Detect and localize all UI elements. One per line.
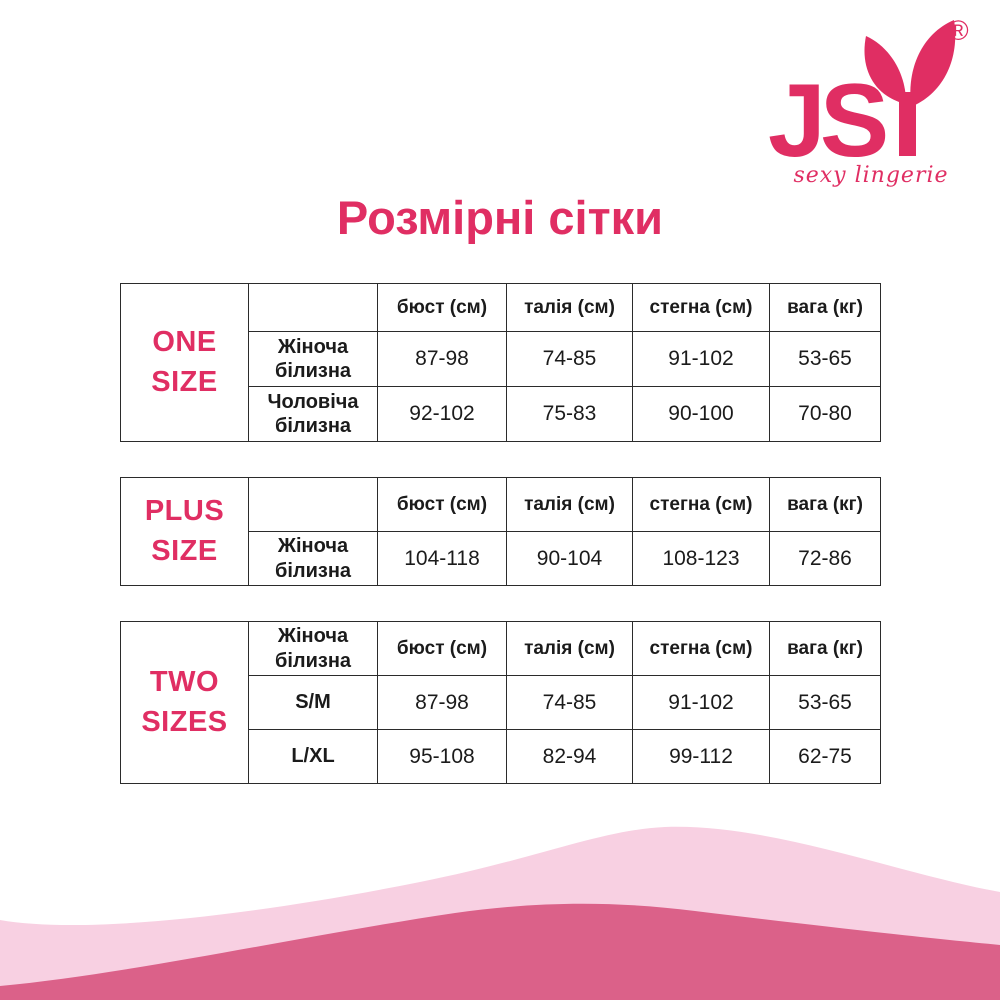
column-header-hips: стегна (см) [632, 283, 770, 332]
wave-dark [0, 903, 1000, 1000]
table-header-row: PLUS SIZE бюст (см) талія (см) стегна (с… [120, 477, 881, 586]
column-header-waist: талія (см) [506, 477, 633, 532]
logo-y-stem [899, 92, 916, 156]
table-row: S/M 87-98 74-85 91-102 53-65 [121, 675, 881, 730]
size-label-line2: SIZES [141, 705, 228, 738]
column-header-weight: вага (кг) [769, 621, 881, 676]
decorative-waves [0, 826, 1000, 1000]
corner-cell [248, 477, 378, 532]
row-label: Жіноча білизна [248, 331, 378, 387]
table-row: L/XL 95-108 82-94 99-112 62-75 [121, 729, 881, 784]
row-label: Жіноча білизна [248, 531, 378, 586]
column-header-waist: талія (см) [506, 621, 633, 676]
size-label-line1: ONE [152, 326, 217, 359]
one-size-table: ONE SIZE бюст (см) талія (см) стегна (см… [120, 283, 881, 442]
page-title: Розмірні сітки [336, 191, 664, 244]
registered-trademark-icon: ® [948, 15, 969, 46]
logo-right-leaf-icon [910, 20, 956, 106]
column-header-waist: талія (см) [506, 283, 633, 332]
row-label: Чоловіча білизна [248, 386, 378, 442]
row-label: S/M [248, 675, 378, 730]
cell-hips: 99-112 [632, 729, 770, 784]
size-group-label: PLUS SIZE [120, 477, 249, 586]
cell-hips: 90-100 [632, 386, 770, 442]
cell-waist: 74-85 [506, 331, 633, 387]
column-header-bust: бюст (см) [377, 283, 507, 332]
size-group-label: TWO SIZES [120, 621, 249, 784]
size-label-line2: SIZE [151, 534, 218, 567]
column-header-hips: стегна (см) [632, 621, 770, 676]
column-header-weight: вага (кг) [769, 283, 881, 332]
cell-bust: 104-118 [377, 531, 507, 586]
size-label-line1: TWO [149, 666, 220, 699]
cell-hips: 108-123 [632, 531, 770, 586]
column-header-bust: бюст (см) [377, 621, 507, 676]
plus-size-table: PLUS SIZE бюст (см) талія (см) стегна (с… [120, 477, 881, 586]
size-label-line2: SIZE [151, 365, 218, 398]
cell-hips: 91-102 [632, 675, 770, 730]
size-group-label: ONE SIZE [120, 283, 249, 442]
column-header-hips: стегна (см) [632, 477, 770, 532]
cell-weight: 53-65 [769, 675, 881, 730]
table-header-row: ONE SIZE бюст (см) талія (см) стегна (см… [120, 283, 881, 442]
cell-waist: 75-83 [506, 386, 633, 442]
cell-waist: 82-94 [506, 729, 633, 784]
cell-bust: 87-98 [377, 331, 507, 387]
column-header-bust: бюст (см) [377, 477, 507, 532]
cell-waist: 90-104 [506, 531, 633, 586]
logo-left-leaf-icon [864, 36, 906, 102]
size-label-line1: PLUS [144, 495, 225, 528]
cell-waist: 74-85 [506, 675, 633, 730]
cell-bust: 87-98 [377, 675, 507, 730]
table-row: Жіноча білизна 87-98 74-85 91-102 53-65 [121, 331, 881, 387]
table-row: Чоловіча білизна 92-102 75-83 90-100 70-… [121, 386, 881, 442]
cell-hips: 91-102 [632, 331, 770, 387]
cell-bust: 92-102 [377, 386, 507, 442]
cell-weight: 72-86 [769, 531, 881, 586]
corner-cell [248, 283, 378, 332]
cell-weight: 70-80 [769, 386, 881, 442]
column-header-weight: вага (кг) [769, 477, 881, 532]
cell-weight: 53-65 [769, 331, 881, 387]
jsy-logo: JS ® sexy lingerie [768, 15, 969, 188]
logo-js-text: JS [768, 63, 886, 179]
logo-tagline: sexy lingerie [793, 163, 948, 188]
cell-weight: 62-75 [769, 729, 881, 784]
table-header-row: TWO SIZES Жіноча білизна бюст (см) талія… [120, 621, 881, 784]
cell-bust: 95-108 [377, 729, 507, 784]
two-sizes-table: TWO SIZES Жіноча білизна бюст (см) талія… [120, 621, 881, 784]
row-label: L/XL [248, 729, 378, 784]
corner-cell: Жіноча білизна [248, 621, 378, 676]
table-row: Жіноча білизна 104-118 90-104 108-123 72… [121, 531, 881, 586]
